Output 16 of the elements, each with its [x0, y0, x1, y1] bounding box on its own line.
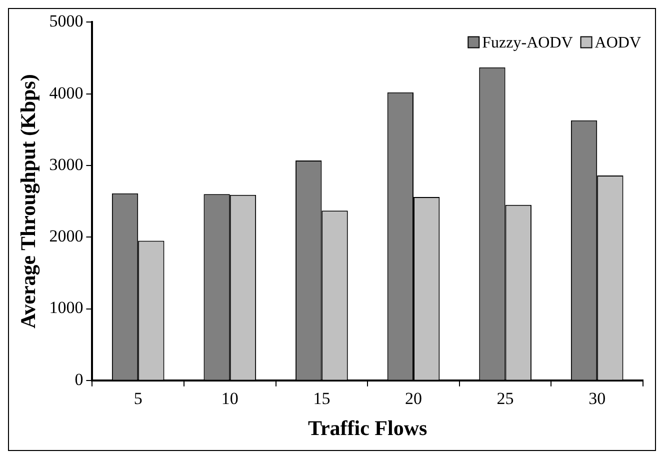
- x-tick-label: 20: [405, 389, 422, 408]
- legend-label: Fuzzy-AODV: [482, 34, 574, 52]
- legend-label: AODV: [594, 34, 642, 52]
- x-axis-title: Traffic Flows: [308, 416, 428, 440]
- y-axis-title: Average Throughput (Kbps): [16, 74, 40, 328]
- x-tick-label: 15: [313, 389, 330, 408]
- x-tick-label: 10: [221, 389, 238, 408]
- x-tick-label: 5: [134, 389, 142, 408]
- y-tick-label: 5000: [49, 12, 84, 31]
- y-tick-label: 0: [74, 370, 84, 389]
- x-tick-label: 25: [496, 389, 514, 408]
- y-tick-label: 2000: [49, 226, 84, 246]
- y-tick-label: 4000: [49, 83, 84, 102]
- y-tick-label: 1000: [49, 298, 84, 318]
- y-tick-label: 3000: [49, 154, 84, 174]
- x-tick-label: 30: [588, 389, 606, 408]
